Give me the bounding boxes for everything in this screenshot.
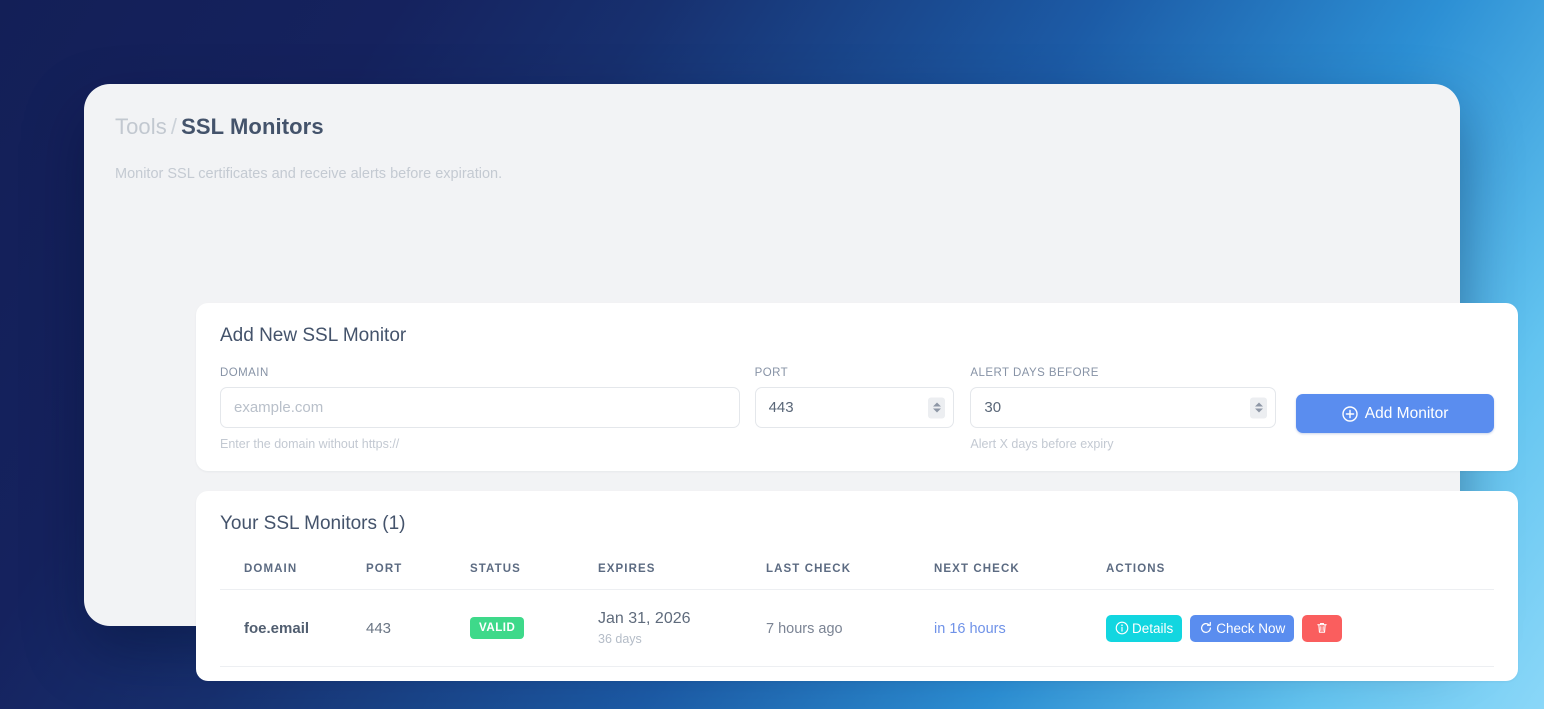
domain-input-wrap xyxy=(220,387,740,428)
chevron-down-icon[interactable] xyxy=(1254,408,1263,413)
monitors-table-body: foe.email 443 VALID Jan 31, 2026 36 days… xyxy=(220,589,1494,667)
alert-days-input[interactable] xyxy=(970,387,1277,428)
chevron-down-icon[interactable] xyxy=(932,408,941,413)
app-window: Tools / SSL Monitors Monitor SSL certifica… xyxy=(84,84,1518,681)
domain-label: DOMAIN xyxy=(220,367,269,379)
domain-input[interactable] xyxy=(220,387,740,428)
cell-last-check: 7 hours ago xyxy=(766,589,934,667)
expires-days-remaining: 36 days xyxy=(598,632,642,646)
monitors-table-head: DOMAIN PORT STATUS EXPIRES LAST CHECK NE… xyxy=(220,535,1494,590)
alert-days-hint: Alert X days before expiry xyxy=(970,437,1114,451)
details-button[interactable]: Details xyxy=(1106,614,1183,642)
plus-circle-icon xyxy=(1342,405,1358,422)
chevron-up-icon[interactable] xyxy=(1254,402,1263,407)
cell-next-check: in 16 hours xyxy=(934,589,1106,667)
port-input-wrap xyxy=(754,387,955,428)
row-actions: Details Check Now xyxy=(1106,614,1494,642)
add-monitor-card: Add New SSL Monitor DOMAIN Enter the dom… xyxy=(196,303,1518,471)
refresh-icon xyxy=(1199,621,1213,635)
port-label: PORT xyxy=(754,367,789,379)
add-monitor-form: DOMAIN Enter the domain without https://… xyxy=(220,367,1495,451)
delete-button[interactable] xyxy=(1302,614,1343,642)
add-monitor-button-label: Add Monitor xyxy=(1364,404,1449,422)
column-header-actions: ACTIONS xyxy=(1106,535,1494,590)
table-header-row: DOMAIN PORT STATUS EXPIRES LAST CHECK NE… xyxy=(220,535,1494,590)
domain-hint: Enter the domain without https:// xyxy=(220,437,400,451)
alert-days-field-group: ALERT DAYS BEFORE Alert X days before ex… xyxy=(970,367,1277,451)
column-header-port: PORT xyxy=(366,535,470,590)
column-header-last-check: LAST CHECK xyxy=(766,535,934,590)
port-stepper[interactable] xyxy=(928,397,946,418)
port-field-group: PORT xyxy=(754,367,955,428)
trash-icon xyxy=(1315,621,1329,635)
info-icon xyxy=(1115,621,1129,635)
alert-days-stepper[interactable] xyxy=(1250,397,1268,418)
add-monitor-title: Add New SSL Monitor xyxy=(220,325,407,346)
cell-actions: Details Check Now xyxy=(1106,589,1494,667)
breadcrumb: Tools / SSL Monitors xyxy=(115,114,1432,140)
cell-status: VALID xyxy=(470,589,598,667)
page-title: SSL Monitors xyxy=(181,114,324,139)
chevron-up-icon[interactable] xyxy=(932,402,941,407)
last-check-value: 7 hours ago xyxy=(766,620,843,637)
page-subtitle: Monitor SSL certificates and receive ale… xyxy=(115,166,503,182)
column-header-next-check: NEXT CHECK xyxy=(934,535,1106,590)
domain-field-group: DOMAIN Enter the domain without https:// xyxy=(220,367,740,451)
breadcrumb-parent[interactable]: Tools xyxy=(115,114,167,139)
table-row: foe.email 443 VALID Jan 31, 2026 36 days… xyxy=(220,589,1494,667)
expires-date: Jan 31, 2026 xyxy=(598,610,691,627)
column-header-expires: EXPIRES xyxy=(598,535,766,590)
port-input[interactable] xyxy=(754,387,955,428)
alert-days-input-wrap xyxy=(970,387,1277,428)
status-badge: VALID xyxy=(470,617,525,639)
check-now-button-label: Check Now xyxy=(1216,620,1286,636)
monitors-table: DOMAIN PORT STATUS EXPIRES LAST CHECK NE… xyxy=(220,535,1494,667)
alert-days-label: ALERT DAYS BEFORE xyxy=(970,367,1099,379)
column-header-status: STATUS xyxy=(470,535,598,590)
breadcrumb-separator: / xyxy=(170,114,178,139)
details-button-label: Details xyxy=(1132,620,1174,636)
monitors-title: Your SSL Monitors (1) xyxy=(220,513,406,534)
check-now-button[interactable]: Check Now xyxy=(1190,614,1295,642)
cell-domain: foe.email xyxy=(220,589,366,667)
cell-expires: Jan 31, 2026 36 days xyxy=(598,589,766,667)
column-header-domain: DOMAIN xyxy=(220,535,366,590)
monitors-card: Your SSL Monitors (1) DOMAIN PORT STATUS… xyxy=(196,491,1518,681)
add-monitor-button[interactable]: Add Monitor xyxy=(1296,394,1495,433)
next-check-value: in 16 hours xyxy=(934,620,1006,637)
cell-port: 443 xyxy=(366,589,470,667)
